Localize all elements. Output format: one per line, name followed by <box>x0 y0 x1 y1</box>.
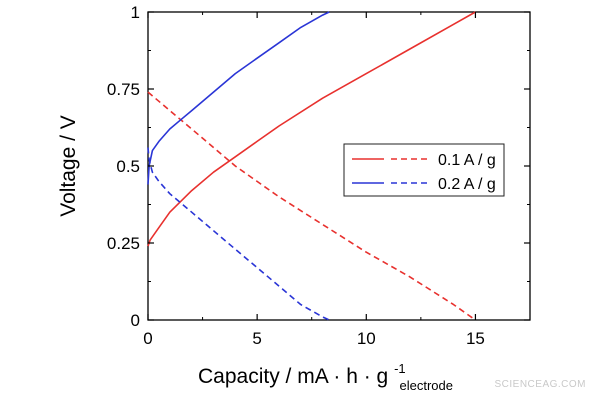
y-axis-title: Voltage / V <box>57 115 80 217</box>
legend-label-0.2: 0.2 A / g <box>438 176 496 193</box>
x-axis-title: Capacity / mA · h · g -1 electrode <box>198 355 453 393</box>
series-line-0-2-a-g-discharge <box>147 147 330 321</box>
series-line-0-2-a-g-charge <box>147 11 330 185</box>
y-tick-label-0.75: 0.75 <box>107 80 140 99</box>
y-tick-label-0: 0 <box>131 311 140 330</box>
ticks-layer: 0 5 10 15 0 0.25 0.5 0.75 1 <box>107 3 530 348</box>
y-tick-label-0.25: 0.25 <box>107 234 140 253</box>
x-tick-label-5: 5 <box>252 329 261 348</box>
series-layer <box>147 11 476 321</box>
x-axis-title-subscript: electrode <box>399 378 452 393</box>
legend-box <box>343 143 505 197</box>
y-tick-label-1: 1 <box>131 3 140 22</box>
legend: 0.1 A / g 0.2 A / g <box>343 143 505 197</box>
series-line-0-1-a-g-charge <box>147 11 476 247</box>
y-tick-label-0.5: 0.5 <box>116 157 140 176</box>
x-tick-label-0: 0 <box>143 329 152 348</box>
x-axis-title-superscript: -1 <box>394 361 406 376</box>
legend-label-0.1: 0.1 A / g <box>438 152 496 169</box>
watermark: SCIENCEAG.COM <box>494 379 586 390</box>
x-axis-title-main: Capacity / mA · h · g <box>198 365 388 388</box>
series-line-0-1-a-g-discharge <box>147 91 476 321</box>
x-tick-label-15: 15 <box>466 329 485 348</box>
x-tick-label-10: 10 <box>357 329 376 348</box>
